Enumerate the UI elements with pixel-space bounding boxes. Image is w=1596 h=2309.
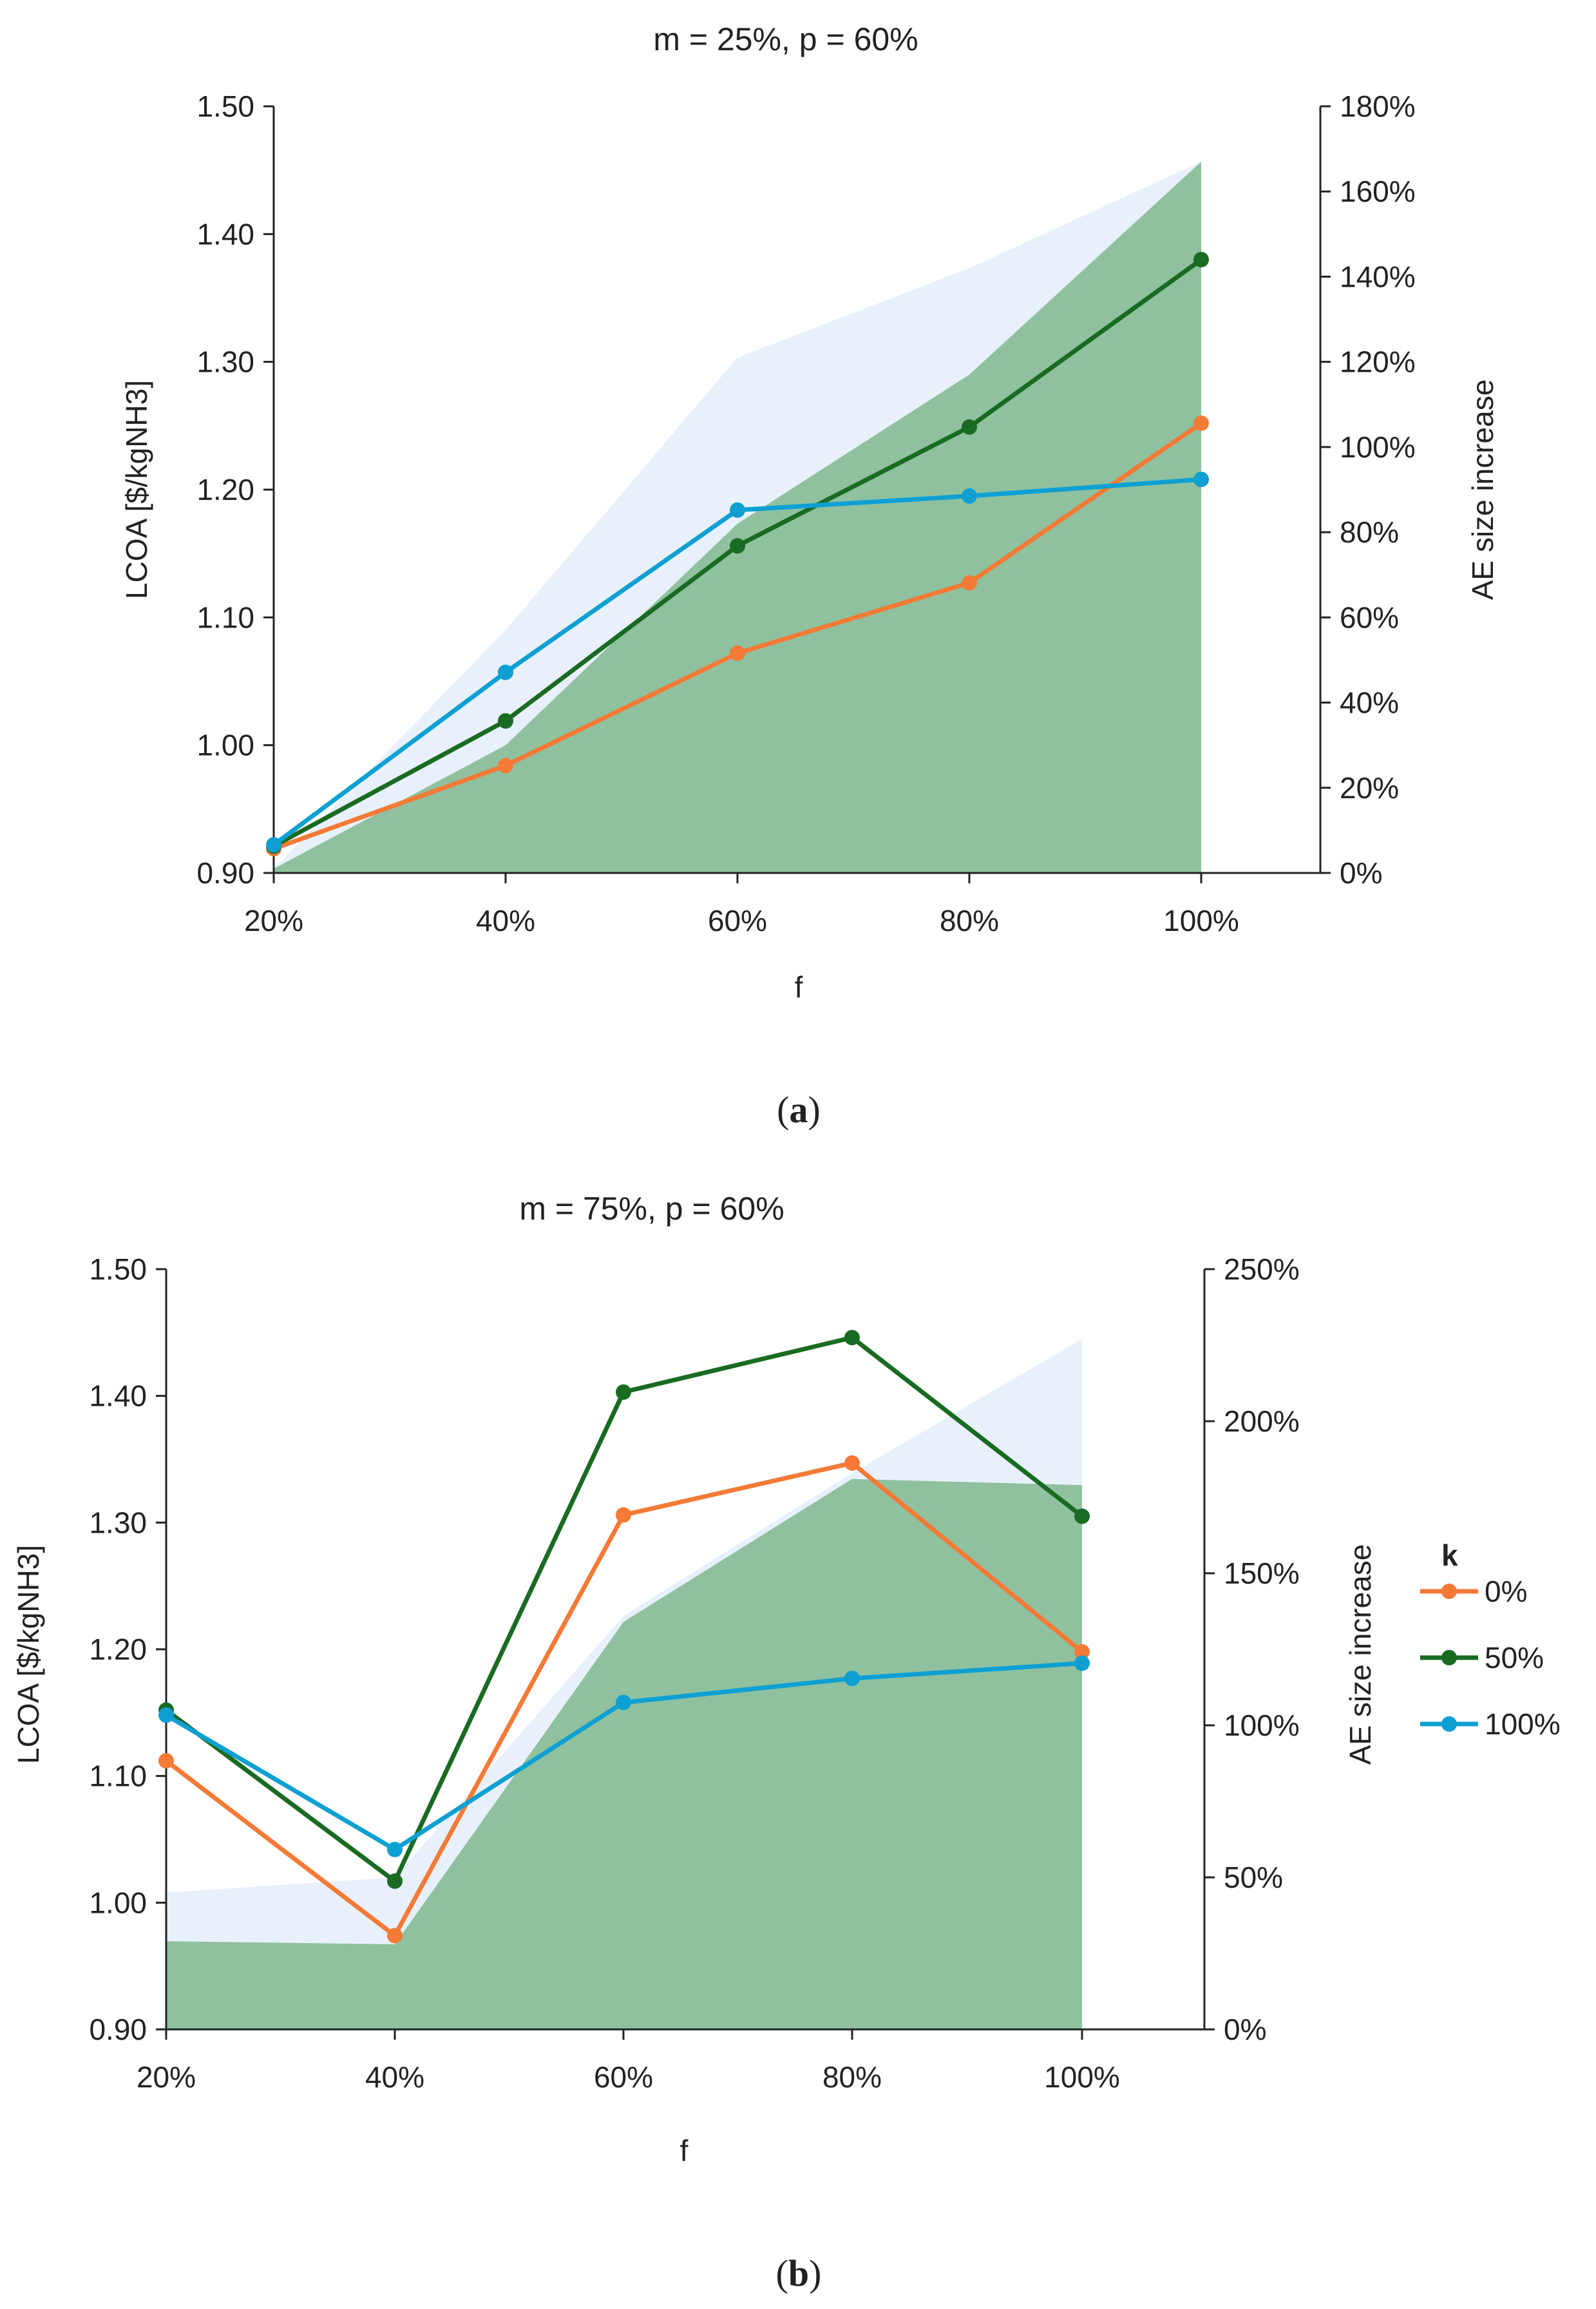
chart-b-y-tick-label: 1.00: [89, 1886, 147, 1919]
chart-b-point-k50: [1074, 1508, 1090, 1524]
chart-a-y2-tick-label: 40%: [1340, 686, 1399, 720]
chart-b-x-tick-label: 20%: [137, 2060, 196, 2094]
chart-b-x-tick-label: 100%: [1044, 2060, 1120, 2094]
legend-marker-k50: [1441, 1650, 1457, 1665]
chart-b-y2-tick-label: 250%: [1224, 1252, 1300, 1286]
chart-a-y-tick-label: 1.30: [196, 345, 254, 379]
chart-b-point-k0: [1074, 1643, 1090, 1660]
chart-a-point-k100: [962, 488, 977, 504]
chart-b-y2-axis-title: AE size increase: [1344, 1544, 1377, 1765]
chart-a-title: m = 25%, p = 60%: [653, 21, 918, 57]
chart-b-point-k100: [844, 1671, 860, 1687]
chart-b-lines: [158, 1330, 1090, 1944]
chart-b-y-axis-title: LCOA [$/kgNH3]: [12, 1545, 45, 1764]
legend-label-k0: 0%: [1485, 1575, 1527, 1608]
chart-a-lines: [266, 252, 1209, 857]
chart-a-y2-tick-label: 0%: [1340, 856, 1382, 890]
chart-a-y-tick-label: 1.50: [196, 90, 254, 123]
chart-a-point-k0: [962, 575, 977, 591]
chart-b-y2-tick-label: 0%: [1224, 2013, 1266, 2046]
chart-b-caption: (b): [776, 2252, 822, 2294]
chart-b-y2-tick-label: 50%: [1224, 1861, 1283, 1894]
chart-b-axes: 0.90 1.00 1.10 1.20 1.30 1.40 1.50 0% 50% 100% 150…: [89, 1252, 1299, 2094]
chart-a-y2-tick-label: 180%: [1340, 90, 1416, 123]
chart-a-y-tick-label: 1.10: [196, 600, 254, 634]
chart-b-x-axis-title: f: [680, 2134, 689, 2167]
chart-b-x-tick-label: 40%: [365, 2060, 424, 2094]
legend-marker-k0: [1441, 1584, 1457, 1599]
chart-a-x-tick-label: 80%: [940, 904, 999, 937]
chart-b-y-tick-label: 0.90: [89, 2013, 147, 2046]
legend-label-k100: 100%: [1485, 1707, 1561, 1741]
chart-a-x-tick-label: 40%: [476, 904, 535, 937]
chart-a-y2-tick-label: 60%: [1340, 600, 1399, 634]
chart-a: m = 25%, p = 60% 0.90 1.00 1.10 1.20 1.30 1.4…: [120, 21, 1499, 1131]
chart-b-point-k50: [616, 1384, 631, 1400]
chart-b-y-tick-label: 1.30: [89, 1506, 147, 1539]
chart-b-y2-tick-label: 200%: [1224, 1404, 1300, 1438]
chart-a-point-k100: [266, 837, 281, 853]
chart-b-x-tick-label: 80%: [822, 2060, 882, 2094]
chart-a-y-axis-title: LCOA [$/kgNH3]: [120, 380, 153, 599]
chart-a-point-k0: [1193, 415, 1209, 431]
legend-marker-k100: [1441, 1716, 1457, 1732]
chart-a-y-tick-label: 1.00: [196, 729, 254, 762]
chart-a-axes: 0.90 1.00 1.10 1.20 1.30 1.40 1.50 0% 20% 40% 60% 8…: [196, 90, 1415, 937]
chart-a-y-tick-label: 1.20: [196, 473, 254, 506]
chart-b-point-k100: [616, 1694, 631, 1710]
chart-b-point-k100: [1074, 1655, 1090, 1671]
chart-a-point-k100: [498, 664, 513, 680]
chart-b-point-k0: [616, 1507, 631, 1523]
chart-b-area-1: [166, 1479, 1082, 2029]
chart-b-point-k100: [387, 1841, 403, 1857]
chart-a-x-axis-title: f: [795, 970, 803, 1004]
chart-b-y2-tick-label: 100%: [1224, 1709, 1300, 1742]
chart-a-caption-label: a: [790, 1089, 808, 1131]
chart-b-y-tick-label: 1.40: [89, 1379, 147, 1413]
legend-entries: 0% 50% 100%: [1420, 1575, 1561, 1741]
chart-b-point-k100: [158, 1707, 174, 1723]
chart-b-point-k0: [387, 1928, 403, 1944]
chart-b-point-k0: [158, 1753, 174, 1769]
chart-a-y2-tick-label: 140%: [1340, 260, 1416, 293]
chart-a-x-tick-label: 20%: [244, 904, 303, 937]
chart-a-point-k50: [1193, 252, 1209, 267]
legend-title: k: [1441, 1538, 1458, 1572]
chart-a-y2-axis-title: AE size increase: [1466, 379, 1499, 600]
chart-a-y2-tick-label: 20%: [1340, 771, 1399, 805]
chart-a-point-k100: [730, 502, 745, 518]
chart-a-x-tick-label: 100%: [1163, 904, 1239, 937]
chart-a-y-tick-label: 0.90: [196, 856, 254, 890]
chart-b-title: m = 75%, p = 60%: [519, 1191, 784, 1227]
legend: k 0% 50% 100%: [1420, 1538, 1561, 1741]
chart-b-y-tick-label: 1.20: [89, 1633, 147, 1666]
chart-b-y-tick-label: 1.10: [89, 1759, 147, 1793]
chart-a-y2-tick-label: 100%: [1340, 430, 1416, 464]
chart-a-point-k0: [498, 758, 513, 774]
chart-b: m = 75%, p = 60% 0.90 1.00 1.10 1.20 1.30 1.4…: [12, 1191, 1377, 2294]
chart-a-area-1: [274, 161, 1201, 873]
chart-b-point-k50: [387, 1873, 403, 1889]
legend-label-k50: 50%: [1485, 1641, 1544, 1674]
chart-b-y2-tick-label: 150%: [1224, 1557, 1300, 1590]
chart-a-point-k100: [1193, 472, 1209, 488]
chart-a-x-tick-label: 60%: [708, 904, 767, 937]
chart-a-point-k50: [498, 713, 513, 729]
chart-a-y2-tick-label: 120%: [1340, 345, 1416, 379]
chart-a-y2-tick-label: 80%: [1340, 515, 1399, 549]
chart-a-point-k50: [962, 419, 977, 435]
chart-a-y2-tick-label: 160%: [1340, 175, 1416, 208]
chart-a-y-tick-label: 1.40: [196, 217, 254, 251]
chart-b-point-k0: [844, 1455, 860, 1471]
chart-b-y-tick-label: 1.50: [89, 1252, 147, 1286]
chart-b-x-tick-label: 60%: [594, 2060, 653, 2094]
chart-b-areas: [166, 1339, 1082, 2029]
chart-b-point-k50: [844, 1330, 860, 1346]
chart-a-caption: (a): [777, 1089, 821, 1131]
chart-a-point-k0: [730, 645, 745, 661]
chart-b-caption-label: b: [788, 2252, 809, 2294]
chart-a-point-k50: [730, 538, 745, 554]
